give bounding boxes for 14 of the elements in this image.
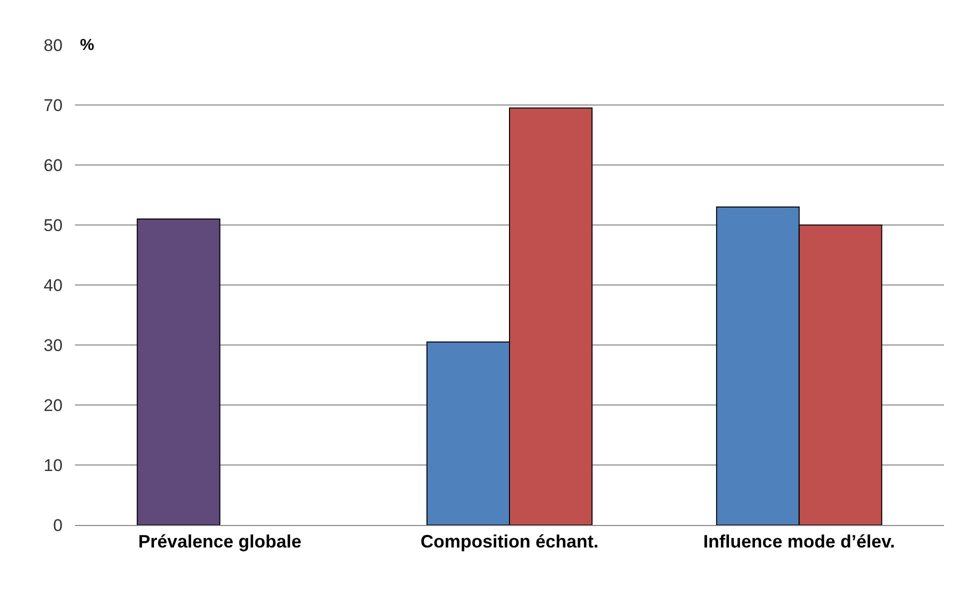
y-axis-title: % — [80, 37, 94, 54]
y-tick-label: 0 — [53, 516, 63, 535]
y-tick-label: 20 — [44, 396, 63, 415]
y-tick-label: 40 — [44, 276, 63, 295]
y-tick-label: 50 — [44, 216, 63, 235]
y-tick-label: 10 — [44, 456, 63, 475]
y-tick-label: 80 — [44, 36, 63, 55]
x-tick-label: Prévalence globale — [138, 532, 302, 552]
x-tick-label: Composition échant. — [420, 532, 599, 552]
x-tick-label: Influence mode d’élev. — [703, 532, 896, 552]
bar — [136, 218, 220, 525]
y-tick-label: 30 — [44, 336, 63, 355]
y-tick-label: 60 — [44, 156, 63, 175]
y-tick-label: 70 — [44, 96, 63, 115]
